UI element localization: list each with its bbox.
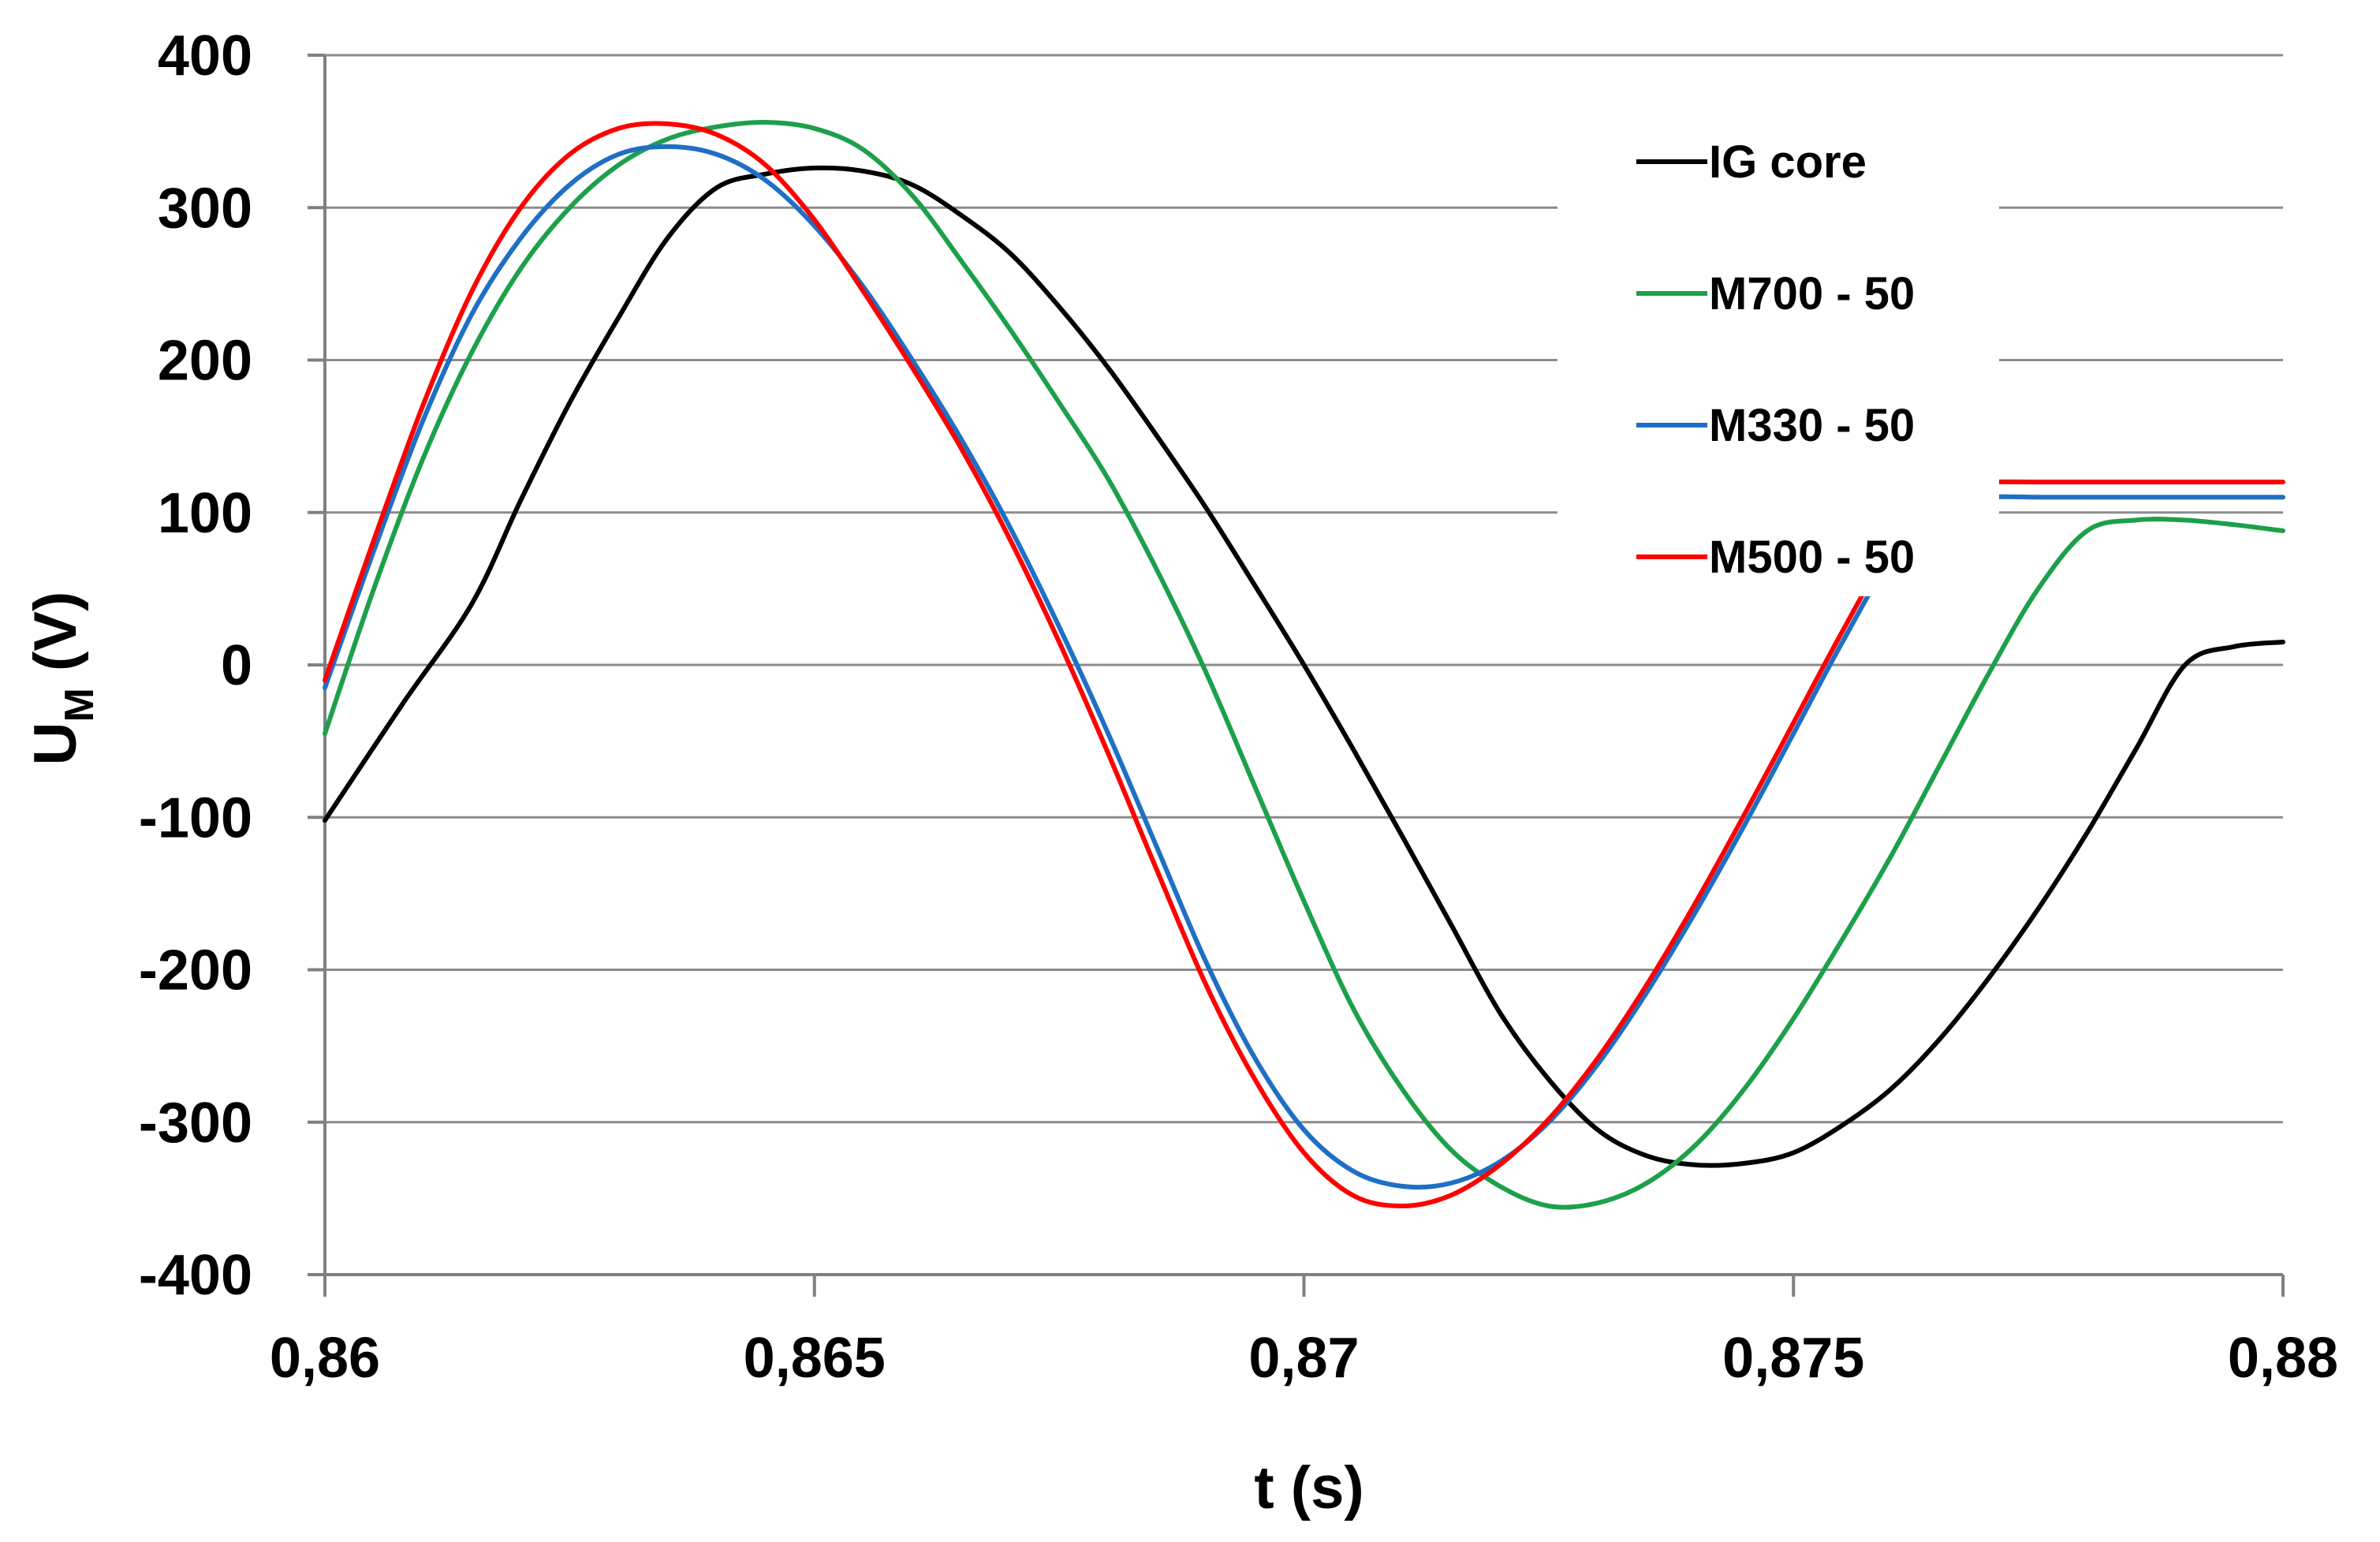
x-tick-label: 0,865	[744, 1327, 886, 1390]
y-tick-label: 100	[158, 482, 252, 545]
legend: IG core M700 - 50 M330 - 50 M500 - 50	[1557, 91, 1999, 596]
y-tick-label: -400	[139, 1244, 252, 1307]
tick-labels: -400 -300 -200 -100 0 100 200 300 400 0,86 0,865 0,…	[139, 24, 2338, 1390]
y-axis-label-unit: (V)	[22, 592, 89, 688]
legend-label: IG core	[1709, 136, 1867, 188]
y-tick-label: 200	[158, 330, 252, 393]
y-tick-label: 400	[158, 24, 252, 88]
x-tick-label: 0,86	[270, 1327, 380, 1390]
x-tick-label: 0,88	[2228, 1327, 2338, 1390]
series-line-ig-core	[323, 165, 2285, 1168]
y-tick-label: -200	[139, 939, 252, 1002]
y-axis-label-main: U	[22, 722, 89, 765]
y-axis-label: UM (V)	[22, 592, 103, 766]
y-tick-label: 0	[221, 634, 252, 697]
legend-label: M330 - 50	[1709, 400, 1915, 451]
legend-label: M500 - 50	[1709, 532, 1915, 583]
x-tick-label: 0,875	[1722, 1327, 1864, 1390]
legend-label: M700 - 50	[1709, 268, 1915, 319]
x-tick-label: 0,87	[1248, 1327, 1359, 1390]
legend-background	[1557, 91, 1999, 596]
y-tick-label: -100	[139, 786, 252, 849]
y-tick-label: -300	[139, 1092, 252, 1155]
series-line-m700-50	[323, 119, 2285, 1210]
y-tick-label: 300	[158, 177, 252, 240]
gridlines	[325, 54, 2283, 1124]
svg-text:UM (V): UM (V)	[22, 592, 103, 766]
axes	[308, 54, 2285, 1297]
x-axis-label: t (s)	[1254, 1454, 1363, 1521]
y-axis-label-subscript: M	[57, 688, 103, 722]
